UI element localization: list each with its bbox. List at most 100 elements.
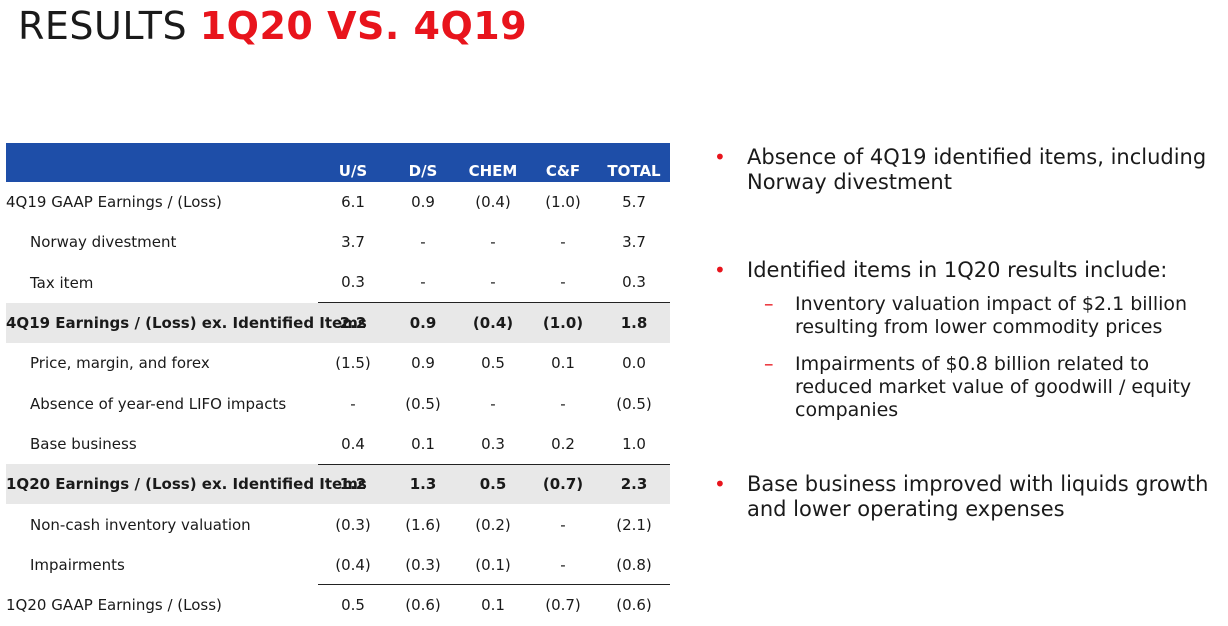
sub-bullet-text: Inventory valuation impact of $2.1 billi… [795,293,1188,338]
table-header-row: U/S D/S CHEM C&F TOTAL [6,143,670,182]
cell-us: (0.3) [335,515,371,534]
cell-chem: - [490,273,496,292]
commentary-bullets: • Absence of 4Q19 identified items, incl… [712,145,1222,522]
cell-us: 1.2 [318,463,388,505]
row-label: Price, margin, and forex [30,354,210,373]
bullet-text: Identified items in 1Q20 results include… [747,258,1168,282]
bullet-icon: • [714,145,726,169]
cell-total: 0.0 [622,354,646,373]
title-plain: RESULTS [18,4,188,48]
title-accent: 1Q20 VS. 4Q19 [199,4,528,48]
cell-chem: (0.1) [475,555,511,574]
cell-cf: 0.2 [551,434,575,453]
slide-title: RESULTS 1Q20 VS. 4Q19 [18,4,527,48]
header-label [6,143,318,182]
row-label: 4Q19 Earnings / (Loss) ex. Identified It… [6,302,367,344]
cell-total: 2.3 [598,463,670,505]
cell-cf: (0.7) [528,463,598,505]
cell-cf: 0.1 [551,354,575,373]
cell-cf: (1.0) [545,193,581,212]
bullet-item: • Identified items in 1Q20 results inclu… [712,258,1222,283]
cell-cf: - [560,394,566,413]
row-label: Non-cash inventory valuation [30,515,251,534]
table-row: Norway divestment 3.7 - - - 3.7 [6,222,670,262]
cell-total: (0.6) [598,584,670,626]
sub-bullet-text: Impairments of $0.8 billion related to r… [795,353,1192,421]
cell-total: 0.3 [622,273,646,292]
subtotal-row: 1Q20 Earnings / (Loss) ex. Identified It… [6,463,670,505]
subtotal-row: 4Q19 Earnings / (Loss) ex. Identified It… [6,302,670,344]
bullet-icon: • [714,472,726,496]
table-row: Non-cash inventory valuation (0.3) (1.6)… [6,504,670,544]
cell-ds: (0.5) [405,394,441,413]
cell-ds: 0.9 [411,193,435,212]
row-label: Tax item [30,273,94,292]
cell-us: 0.4 [341,434,365,453]
cell-us: 6.1 [341,193,365,212]
cell-chem: 0.5 [481,354,505,373]
cell-cf: - [560,273,566,292]
cell-us: 2.2 [318,302,388,344]
row-label: 1Q20 Earnings / (Loss) ex. Identified It… [6,464,367,505]
cell-total: (0.8) [616,555,652,574]
cell-chem: (0.4) [475,193,511,212]
cell-total: 1.8 [598,302,670,344]
cell-cf: - [560,515,566,534]
sub-bullet-list: – Inventory valuation impact of $2.1 bil… [712,293,1222,422]
cell-chem: (0.2) [475,515,511,534]
row-label: Norway divestment [30,233,177,252]
results-table: U/S D/S CHEM C&F TOTAL 4Q19 GAAP Earning… [6,143,670,626]
row-label: Impairments [30,555,125,574]
table-row: 4Q19 GAAP Earnings / (Loss) 6.1 0.9 (0.4… [6,182,670,222]
cell-us: 0.5 [318,584,388,626]
bullet-text: Absence of 4Q19 identified items, includ… [747,145,1207,194]
cell-chem: (0.4) [458,302,528,344]
header-us: U/S [318,143,388,182]
cell-us: (1.5) [335,354,371,373]
row-label: 4Q19 GAAP Earnings / (Loss) [6,193,222,212]
cell-us: 0.3 [341,273,365,292]
cell-cf: (0.7) [528,584,598,626]
cell-chem: 0.5 [458,463,528,505]
cell-total: (0.5) [616,394,652,413]
cell-ds: 0.9 [411,354,435,373]
table-row: Impairments (0.4) (0.3) (0.1) - (0.8) [6,545,670,585]
cell-us: (0.4) [335,555,371,574]
table-row: Absence of year-end LIFO impacts - (0.5)… [6,383,670,423]
dash-icon: – [764,293,774,315]
table-row: Base business 0.4 0.1 0.3 0.2 1.0 [6,424,670,464]
row-label: Absence of year-end LIFO impacts [30,394,287,413]
cell-total: 3.7 [622,233,646,252]
dash-icon: – [764,353,774,375]
total-row: 1Q20 GAAP Earnings / (Loss) 0.5 (0.6) 0.… [6,584,670,626]
cell-ds: 0.9 [388,302,458,344]
cell-total: (2.1) [616,515,652,534]
sub-bullet-item: – Impairments of $0.8 billion related to… [747,353,1222,422]
cell-ds: 0.1 [411,434,435,453]
cell-us: 3.7 [341,233,365,252]
bullet-text: Base business improved with liquids grow… [747,472,1209,521]
cell-ds: (0.6) [388,584,458,626]
cell-cf: (1.0) [528,302,598,344]
cell-us: - [350,394,356,413]
sub-bullet-item: – Inventory valuation impact of $2.1 bil… [747,293,1222,339]
row-label: 1Q20 GAAP Earnings / (Loss) [6,596,222,615]
cell-cf: - [560,233,566,252]
bullet-icon: • [714,258,726,282]
cell-ds: (0.3) [405,555,441,574]
cell-ds: (1.6) [405,515,441,534]
cell-ds: - [420,273,426,292]
cell-chem: - [490,233,496,252]
cell-chem: - [490,394,496,413]
cell-cf: - [560,555,566,574]
header-ds: D/S [388,143,458,182]
header-cf: C&F [528,143,598,182]
cell-chem: 0.1 [458,584,528,626]
cell-total: 5.7 [622,193,646,212]
header-chem: CHEM [458,143,528,182]
header-total: TOTAL [598,143,670,182]
table-row: Tax item 0.3 - - - 0.3 [6,263,670,303]
cell-ds: - [420,233,426,252]
cell-total: 1.0 [622,434,646,453]
cell-ds: 1.3 [388,463,458,505]
